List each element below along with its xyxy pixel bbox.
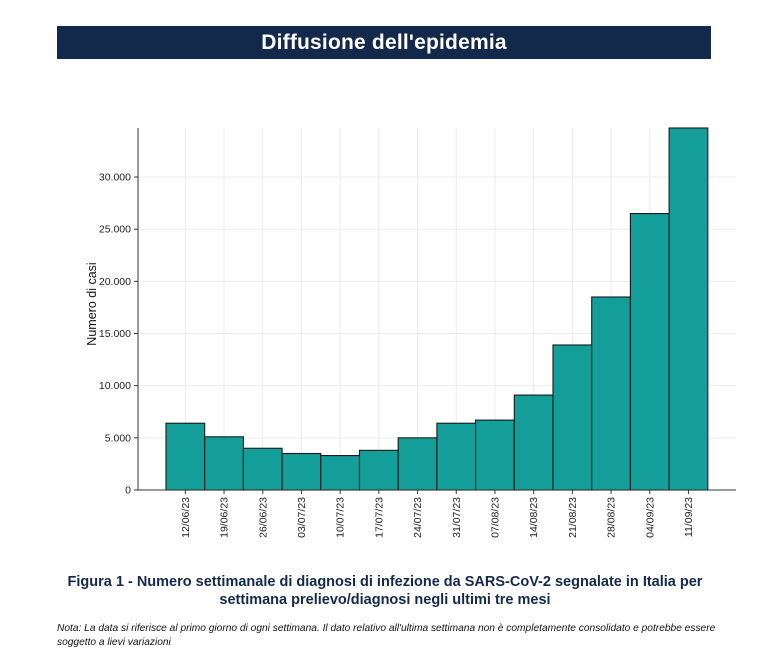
bar-17-07-23 bbox=[358, 449, 399, 491]
y-tick-label-6: 30.000 bbox=[99, 172, 131, 184]
bar-07-08-23 bbox=[475, 419, 515, 491]
x-tick-label-2: 26/06/23 bbox=[257, 497, 269, 538]
y-tick-label-1: 5.000 bbox=[105, 432, 131, 444]
bar-04-09-23 bbox=[629, 212, 670, 491]
x-tick-label-1: 19/06/23 bbox=[219, 497, 231, 538]
bar-31-07-23 bbox=[436, 422, 477, 491]
bar-28-08-23 bbox=[591, 296, 631, 491]
page-title-banner: Diffusione dell'epidemia bbox=[57, 26, 711, 59]
footnote: Nota: La data si riferisce al primo gior… bbox=[57, 622, 717, 650]
y-tick-label-2: 10.000 bbox=[99, 380, 131, 392]
y-axis-label: Numero di casi bbox=[85, 262, 99, 345]
x-tick-label-8: 07/08/23 bbox=[489, 497, 501, 538]
figure-caption-line-1: Figura 1 - Numero settimanale di diagnos… bbox=[67, 574, 703, 590]
x-tick-label-13: 11/09/23 bbox=[683, 497, 695, 537]
bar-03-07-23 bbox=[281, 452, 322, 491]
footnote-line-1: Nota: La data si riferisce al primo gior… bbox=[57, 623, 716, 634]
bar-12-06-23 bbox=[165, 422, 206, 491]
footnote-line-2: soggetto a lievi variazioni bbox=[57, 637, 171, 648]
bar-10-07-23 bbox=[320, 455, 361, 491]
x-tick-label-11: 28/08/23 bbox=[606, 497, 618, 538]
bar-14-08-23 bbox=[513, 394, 554, 491]
y-tick-label-4: 20.000 bbox=[99, 276, 131, 288]
page-title: Diffusione dell'epidemia bbox=[261, 30, 507, 54]
bar-21-08-23 bbox=[552, 344, 593, 491]
y-tick-label-5: 25.000 bbox=[99, 224, 131, 236]
x-tick-label-10: 21/08/23 bbox=[567, 497, 579, 538]
x-tick-label-7: 31/07/23 bbox=[451, 497, 463, 538]
figure-caption-line-2: settimana prelievo/diagnosi negli ultimi… bbox=[219, 592, 551, 608]
x-tick-label-9: 14/08/23 bbox=[528, 497, 540, 538]
y-tick-label-3: 15.000 bbox=[99, 328, 131, 340]
x-tick-label-4: 10/07/23 bbox=[335, 497, 347, 538]
x-tick-label-3: 03/07/23 bbox=[296, 497, 308, 538]
x-tick-label-5: 17/07/23 bbox=[373, 497, 385, 538]
bar-26-06-23 bbox=[242, 447, 283, 491]
bar-19-06-23 bbox=[204, 436, 244, 491]
x-tick-label-6: 24/07/23 bbox=[412, 497, 424, 538]
bar-11-09-23 bbox=[668, 127, 709, 491]
x-tick-label-0: 12/06/23 bbox=[180, 497, 192, 538]
x-tick-label-12: 04/09/23 bbox=[644, 497, 656, 538]
y-tick-label-0: 0 bbox=[125, 485, 131, 497]
bar-24-07-23 bbox=[397, 437, 438, 491]
figure-caption: Figura 1 - Numero settimanale di diagnos… bbox=[60, 573, 710, 609]
